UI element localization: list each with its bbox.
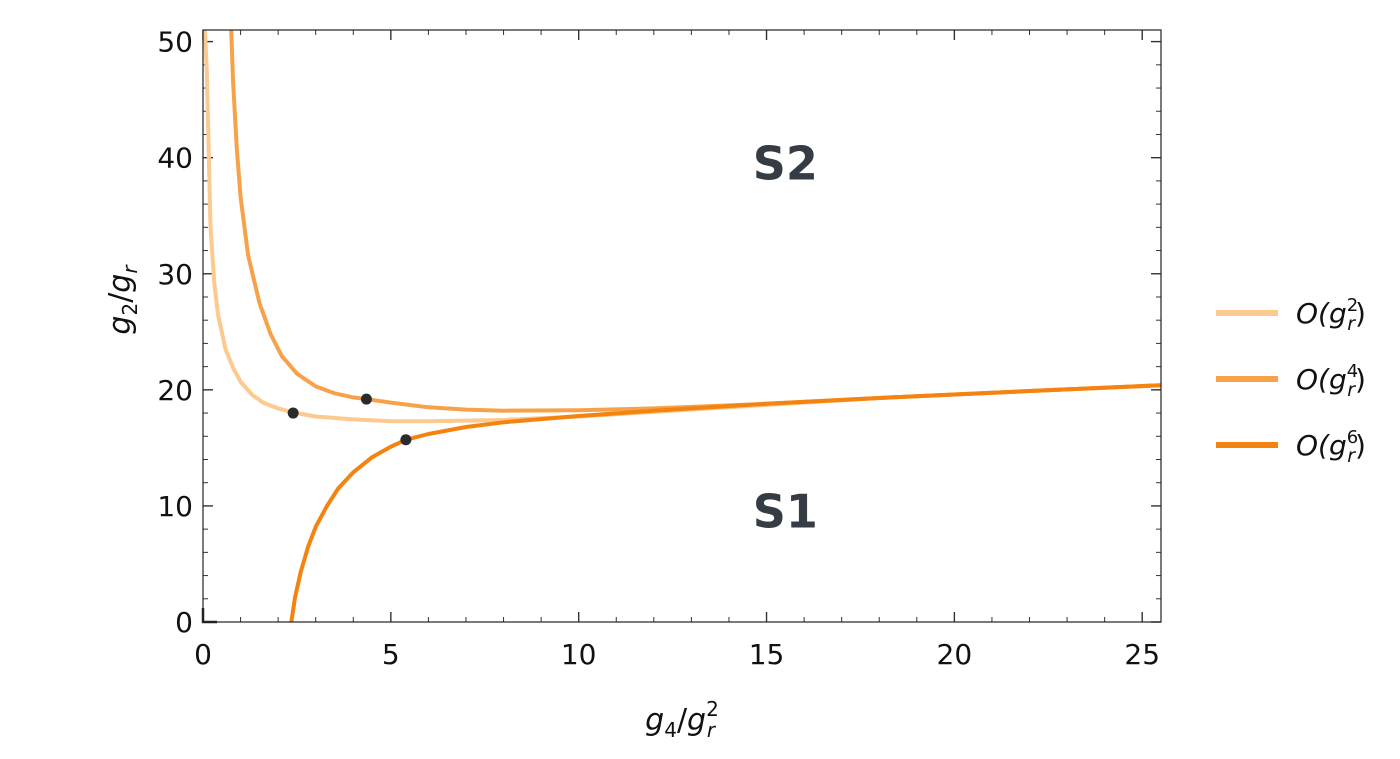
y-label-sep: /	[103, 292, 138, 303]
y-tick-label: 30	[157, 258, 193, 291]
axis-ticks	[201, 30, 1161, 624]
legend-label-order-4: O(g4 r)	[1296, 361, 1366, 401]
x-label-sub2: r	[707, 718, 717, 742]
y-label-sub: 2	[118, 303, 142, 316]
x-label-sub: 4	[664, 718, 677, 742]
legend-label-order-2: O(g2 r)	[1296, 295, 1366, 335]
x-tick-label: 15	[749, 638, 785, 671]
x-tick-label: 5	[382, 638, 400, 671]
y-tick-label: 0	[175, 606, 193, 639]
x-label-sup2: 2	[706, 697, 719, 721]
region-label-s1: S1	[753, 485, 818, 539]
legend-label-order-6: O(g6 r)	[1296, 427, 1366, 467]
x-label-base2: g	[687, 703, 706, 738]
legend-item-order-2: O(g2 r)	[1216, 295, 1366, 335]
legend: O(g2 r) O(g4 r) O(g6 r)	[1216, 295, 1366, 467]
x-label-sep: /	[677, 703, 688, 738]
marker-points	[287, 393, 412, 446]
y-tick-label: 40	[157, 142, 193, 175]
tick-labels: 0 5 10 15 20 25 0 10 20 30 40 50	[157, 26, 1160, 671]
x-axis-label: g4/g2 r	[645, 697, 719, 742]
plot-frame	[202, 29, 1162, 623]
series-curves	[203, 30, 1161, 622]
y-axis-label: g2/gr	[103, 264, 142, 335]
legend-item-order-4: O(g4 r)	[1216, 361, 1366, 401]
x-tick-label: 25	[1124, 638, 1160, 671]
x-tick-label: 20	[937, 638, 973, 671]
legend-item-order-6: O(g6 r)	[1216, 427, 1366, 467]
marker-point	[287, 407, 299, 419]
y-tick-label: 10	[157, 490, 193, 523]
y-tick-label: 20	[157, 374, 193, 407]
series-order-4-curve	[229, 30, 1161, 413]
marker-point	[360, 393, 372, 405]
y-tick-label: 50	[157, 26, 193, 59]
series-order-2-curve	[203, 30, 1161, 424]
y-label-base: g	[103, 316, 138, 335]
region-label-s2: S2	[753, 136, 818, 190]
x-tick-label: 0	[194, 638, 212, 671]
x-tick-label: 10	[561, 638, 597, 671]
marker-point	[400, 434, 412, 446]
x-label-base: g	[645, 703, 664, 738]
y-label-sub2: r	[118, 264, 142, 274]
y-label-base2: g	[103, 274, 138, 293]
